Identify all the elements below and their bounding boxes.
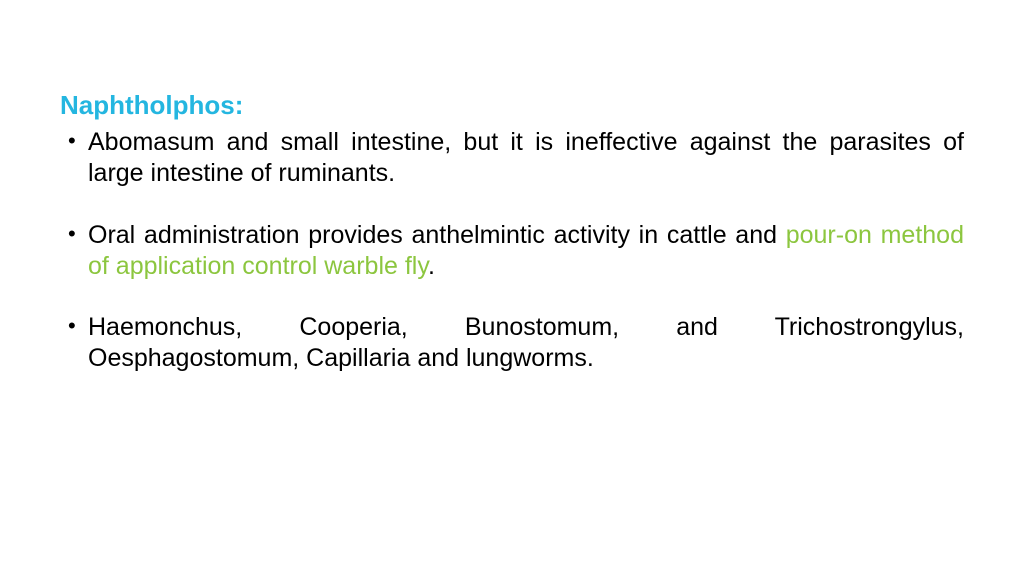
list-item: Abomasum and small intestine, but it is … (66, 127, 964, 190)
list-item: Oral administration provides anthelminti… (66, 220, 964, 283)
text-segment: Abomasum and small intestine, but it is … (88, 128, 964, 187)
slide-title: Naphtholphos: (60, 90, 964, 121)
list-item: Haemonchus, Cooperia, Bunostomum, and Tr… (66, 312, 964, 375)
bullet-list: Abomasum and small intestine, but it is … (60, 127, 964, 375)
text-segment: Oral administration provides anthelminti… (88, 221, 786, 249)
text-segment: . (428, 252, 435, 280)
text-segment: Haemonchus, Cooperia, Bunostomum, and Tr… (88, 313, 964, 372)
